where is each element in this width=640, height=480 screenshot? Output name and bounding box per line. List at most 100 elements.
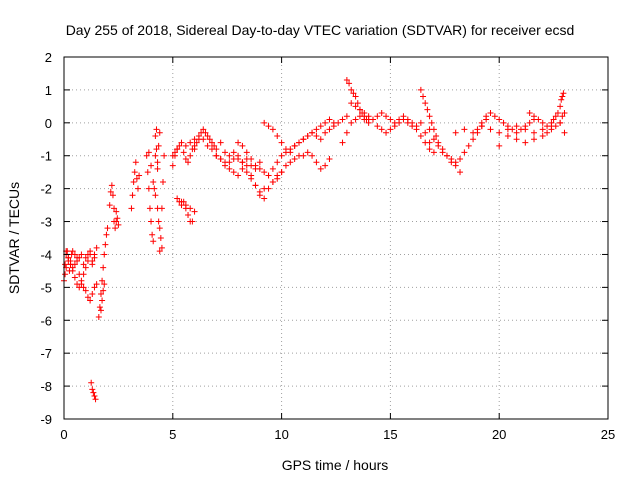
data-point <box>383 129 390 136</box>
data-point <box>180 149 187 156</box>
data-point <box>348 100 355 107</box>
data-point <box>187 139 194 146</box>
data-point <box>114 215 121 222</box>
data-point <box>559 113 566 120</box>
data-point <box>100 264 107 271</box>
data-point <box>526 109 533 116</box>
data-point <box>156 225 163 232</box>
data-point <box>433 132 440 139</box>
data-point <box>513 123 520 130</box>
data-point <box>222 159 229 166</box>
data-point <box>204 132 211 139</box>
data-point <box>109 192 116 199</box>
data-point <box>108 182 115 189</box>
data-point <box>343 77 350 84</box>
data-point <box>348 86 355 93</box>
data-point <box>531 129 538 136</box>
data-point <box>369 116 376 123</box>
data-point <box>343 113 350 120</box>
data-point <box>452 129 459 136</box>
data-point <box>134 185 141 192</box>
data-point <box>82 254 89 261</box>
data-point <box>243 169 250 176</box>
y-tick-label: -2 <box>40 182 52 197</box>
data-point <box>561 109 568 116</box>
y-tick-label: -8 <box>40 379 52 394</box>
data-point <box>235 172 242 179</box>
data-point <box>500 119 507 126</box>
data-point <box>113 208 120 215</box>
data-point <box>133 175 140 182</box>
data-point <box>274 159 281 166</box>
data-point <box>350 90 357 97</box>
data-point <box>150 179 157 186</box>
data-point <box>326 156 333 163</box>
data-point <box>269 165 276 172</box>
data-point <box>152 132 159 139</box>
y-tick-label: -4 <box>40 247 52 262</box>
data-point <box>278 152 285 159</box>
data-point <box>426 126 433 133</box>
data-point <box>154 165 161 172</box>
data-point <box>361 116 368 123</box>
data-point <box>113 218 120 225</box>
data-point <box>496 116 503 123</box>
data-point <box>313 126 320 133</box>
data-point <box>226 165 233 172</box>
data-point <box>182 202 189 209</box>
data-point <box>93 244 100 251</box>
y-tick-label: -7 <box>40 346 52 361</box>
data-point <box>97 290 104 297</box>
data-point <box>82 287 89 294</box>
data-point <box>151 185 158 192</box>
data-point <box>448 156 455 163</box>
x-tick-label: 25 <box>601 427 615 442</box>
data-point <box>526 119 533 126</box>
data-point <box>322 162 329 169</box>
data-point <box>300 136 307 143</box>
data-point <box>149 231 156 238</box>
data-point <box>222 149 229 156</box>
data-point <box>261 195 268 202</box>
data-point <box>420 93 427 100</box>
data-point <box>483 113 490 120</box>
data-point <box>557 119 564 126</box>
data-point <box>287 159 294 166</box>
x-tick-label: 15 <box>383 427 397 442</box>
data-point <box>513 129 520 136</box>
data-point <box>103 231 110 238</box>
data-point <box>531 113 538 120</box>
data-point <box>217 156 224 163</box>
data-point <box>213 152 220 159</box>
data-point <box>248 156 255 163</box>
data-point <box>62 271 69 278</box>
data-point <box>115 221 122 228</box>
data-point <box>424 106 431 113</box>
data-point <box>348 119 355 126</box>
data-point <box>361 109 368 116</box>
data-point <box>217 139 224 146</box>
data-point <box>378 126 385 133</box>
data-point <box>211 142 218 149</box>
data-point <box>69 267 76 274</box>
y-tick-labels: -9 -8 -7 -6 -5 -4 -3 -2 -1 0 1 2 <box>40 50 52 427</box>
data-point <box>457 156 464 163</box>
data-point <box>409 123 416 130</box>
data-point <box>239 142 246 149</box>
data-point <box>413 126 420 133</box>
x-tick-label: 20 <box>492 427 506 442</box>
data-point <box>278 169 285 176</box>
data-point <box>478 119 485 126</box>
data-point <box>155 142 162 149</box>
data-point <box>400 116 407 123</box>
data-point <box>374 123 381 130</box>
data-point <box>185 211 192 218</box>
data-point <box>208 146 215 153</box>
data-point <box>291 142 298 149</box>
x-tick-label: 0 <box>60 427 67 442</box>
data-point <box>309 129 316 136</box>
data-point <box>470 129 477 136</box>
data-point <box>396 119 403 126</box>
data-point <box>461 126 468 133</box>
